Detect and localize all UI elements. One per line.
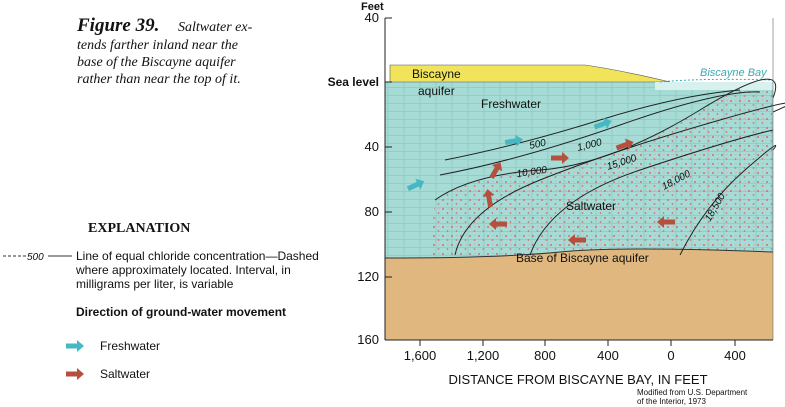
legend-text: milligrams per liter, is variable (76, 277, 234, 291)
contour-label: 500 (528, 138, 547, 152)
legend-title: Direction of ground-water movement (76, 305, 286, 319)
caption-line: Saltwater ex- (178, 20, 253, 35)
legend-text: Freshwater (100, 339, 160, 353)
base-line (384, 248, 774, 259)
bay-water (655, 82, 773, 90)
x-tick-label: 400 (597, 348, 619, 363)
x-tick-label: 400 (724, 348, 746, 363)
bay-surface (659, 78, 774, 83)
cross-section (384, 18, 785, 341)
legend-text: Line of equal chloride concentration—Das… (76, 249, 319, 263)
y-tick-label: 120 (357, 269, 379, 284)
legend-arrow (66, 340, 84, 352)
y-tick-label: 160 (357, 332, 379, 347)
x-tick-label: 0 (667, 348, 674, 363)
contour-line (679, 145, 777, 256)
legend-arrow (66, 368, 84, 380)
land-surface (389, 64, 671, 83)
label: Freshwater (481, 97, 541, 111)
contour-line (444, 89, 741, 161)
y-tick-label: 40 (365, 139, 379, 154)
figure-number: Figure 39. (76, 15, 159, 36)
y-tick-label: 80 (365, 204, 379, 219)
contour-line (439, 91, 761, 176)
x-tick-label: 1,200 (467, 348, 500, 363)
y-tick-label: 40 (365, 10, 379, 25)
x-tick-label: 800 (534, 348, 556, 363)
label: Biscayne (412, 67, 461, 81)
contour-line (529, 129, 774, 256)
label: Saltwater (566, 199, 616, 213)
source: of the Interior, 1973 (637, 397, 706, 406)
legend-text: Saltwater (100, 367, 150, 381)
x-tick-label: 1,600 (404, 348, 437, 363)
limestone-base (385, 249, 773, 340)
contour-label: 10,000 (516, 165, 548, 180)
caption-line: rather than near the top of it. (77, 72, 241, 87)
x-title: DISTANCE FROM BISCAYNE BAY, IN FEET (448, 372, 707, 387)
saltwater-zone (430, 79, 776, 258)
legend-contour-label: 500 (27, 252, 44, 263)
label: aquifer (418, 84, 455, 98)
y-unit: Feet (361, 1, 384, 13)
y-tick-label: Sea level (328, 75, 379, 89)
source: Modified from U.S. Department (637, 388, 748, 397)
label: Biscayne Bay (700, 67, 768, 79)
caption-line: base of the Biscayne aquifer (77, 55, 236, 70)
label: Base of Biscayne aquifer (516, 251, 649, 265)
caption-line: tends farther inland near the (77, 38, 238, 53)
contour-line (454, 102, 785, 256)
explanation-title: EXPLANATION (88, 221, 190, 236)
legend-text: where approximately located. Interval, i… (75, 263, 291, 277)
